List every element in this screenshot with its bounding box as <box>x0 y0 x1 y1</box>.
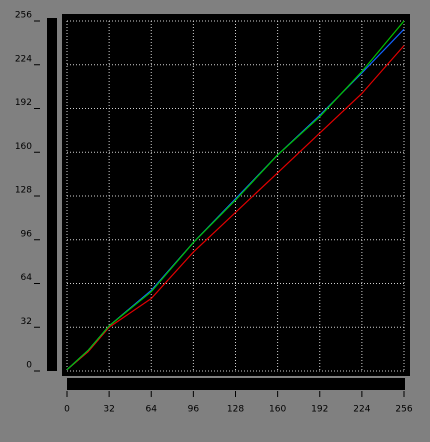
x-color-bar <box>67 378 405 390</box>
x-tick-label: 64 <box>146 405 158 415</box>
x-tick-label: 256 <box>395 405 412 415</box>
y-tick-label: 32 <box>21 317 32 327</box>
x-tick-label: 96 <box>188 405 200 415</box>
curve <box>66 45 405 371</box>
x-tick-label: 224 <box>353 405 370 415</box>
y-tick-label: 224 <box>15 54 32 64</box>
y-tick-label: 256 <box>15 11 32 21</box>
y-tick-label: 128 <box>15 186 32 196</box>
x-tick-label: 128 <box>227 405 244 415</box>
curve <box>66 20 405 371</box>
x-tick-label: 0 <box>64 405 70 415</box>
x-tick-label: 192 <box>311 405 328 415</box>
y-tick-label: 0 <box>26 361 32 371</box>
y-tick-label: 96 <box>21 229 33 239</box>
y-tick-label: 160 <box>15 142 32 152</box>
y-color-bar <box>47 18 57 371</box>
y-tick-label: 64 <box>21 273 33 283</box>
y-tick-label: 192 <box>15 98 32 108</box>
x-tick-label: 160 <box>269 405 286 415</box>
x-tick-label: 32 <box>103 405 114 415</box>
